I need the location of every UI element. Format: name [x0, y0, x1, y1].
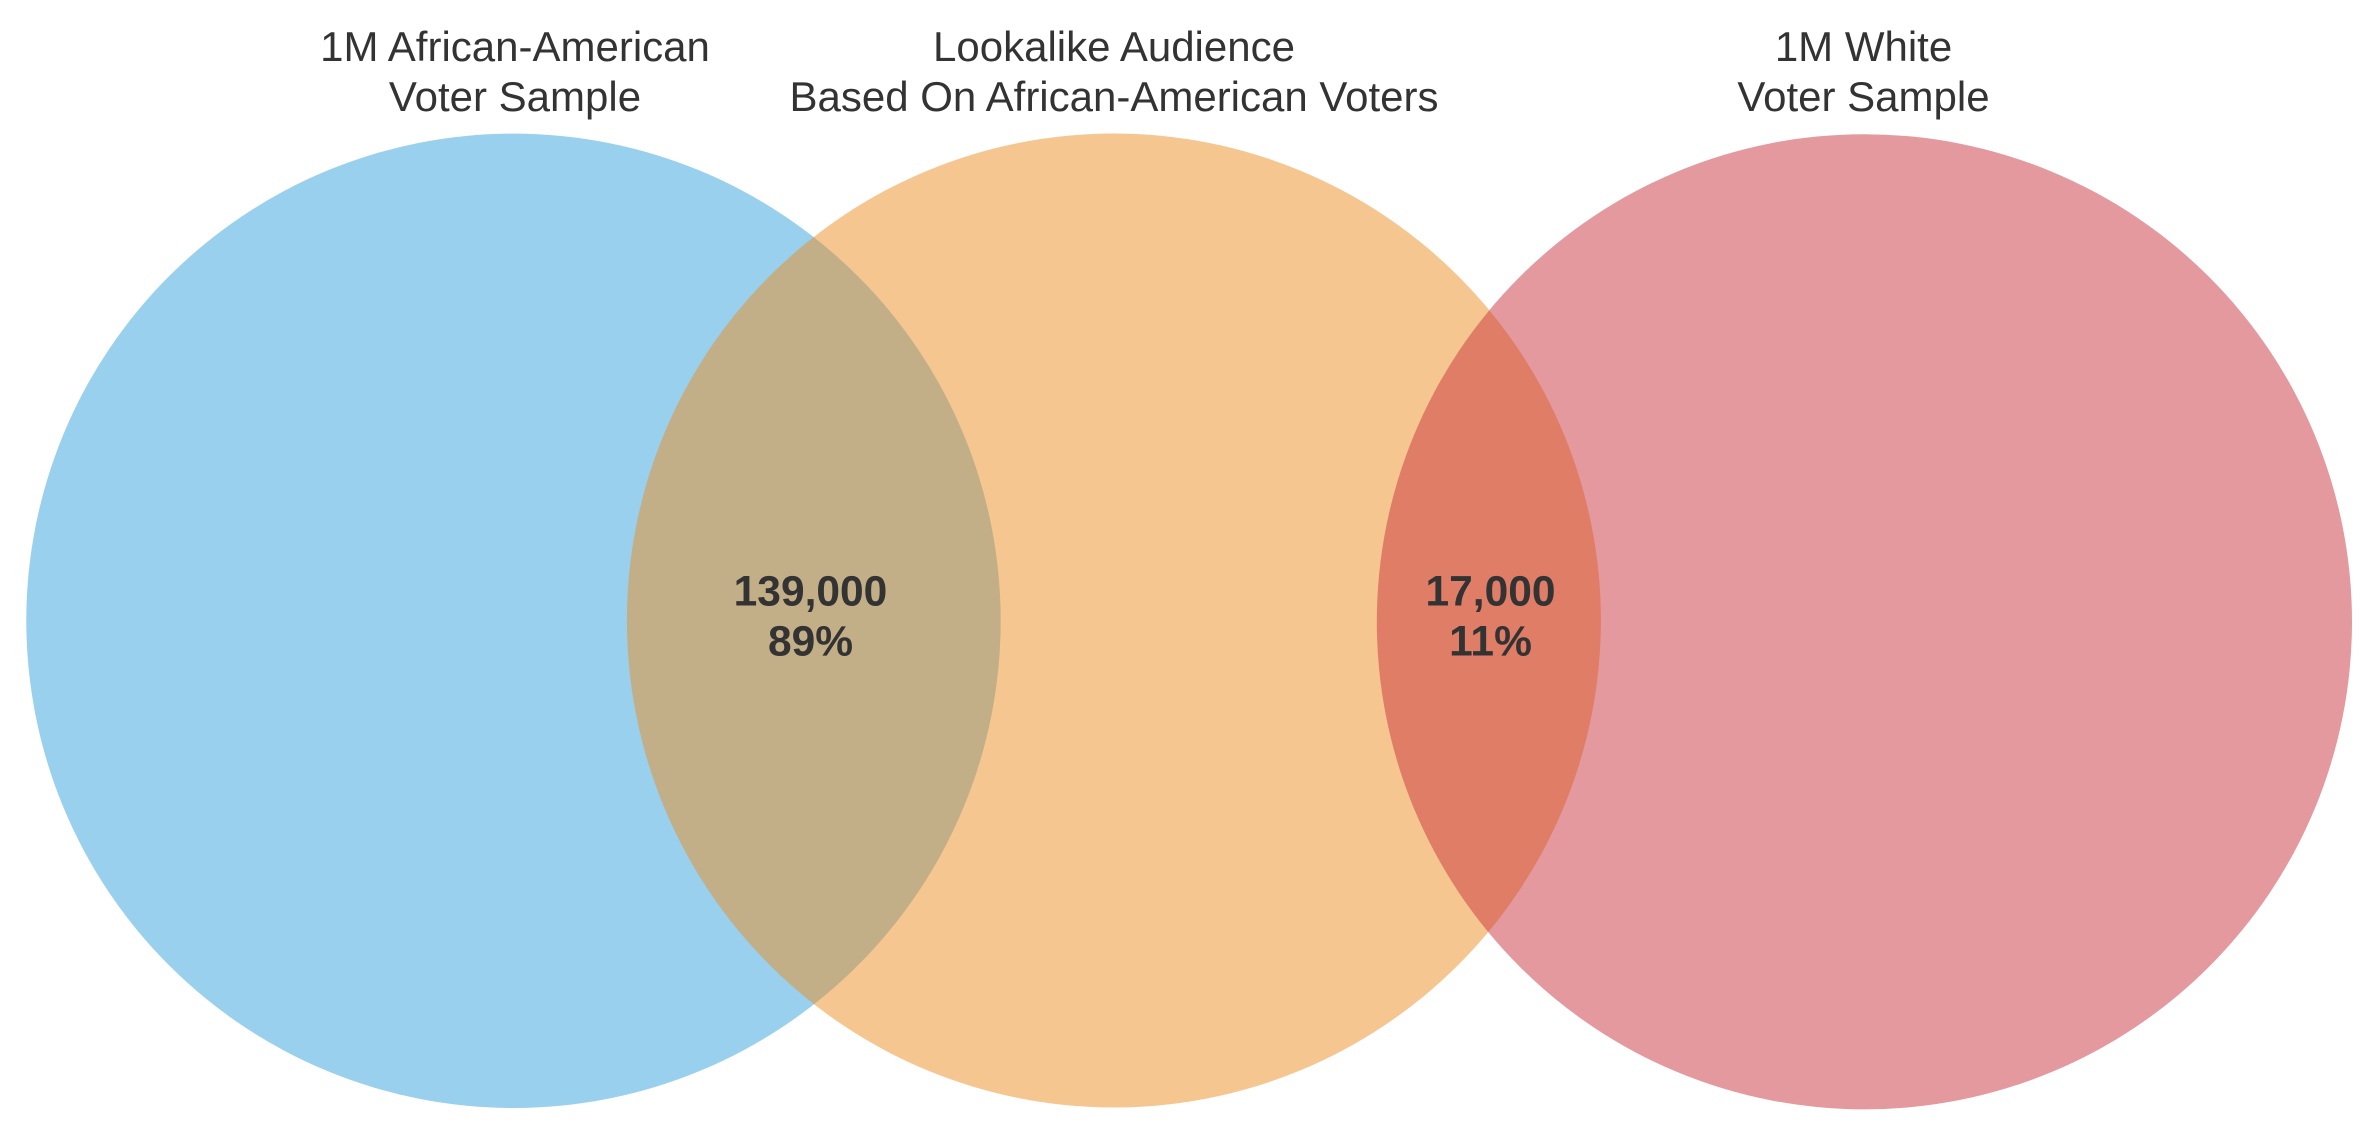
- svg-text:Voter Sample: Voter Sample: [1737, 73, 1989, 120]
- svg-text:Voter Sample: Voter Sample: [389, 73, 641, 120]
- svg-text:89%: 89%: [768, 619, 853, 666]
- svg-text:Based On African-American Vote: Based On African-American Voters: [790, 73, 1439, 120]
- svg-text:11%: 11%: [1449, 619, 1532, 666]
- svg-text:17,000: 17,000: [1426, 569, 1556, 616]
- svg-text:1M White: 1M White: [1775, 23, 1952, 70]
- svg-text:1M African-American: 1M African-American: [320, 23, 710, 70]
- svg-text:Lookalike Audience: Lookalike Audience: [933, 23, 1295, 70]
- svg-text:139,000: 139,000: [734, 569, 888, 616]
